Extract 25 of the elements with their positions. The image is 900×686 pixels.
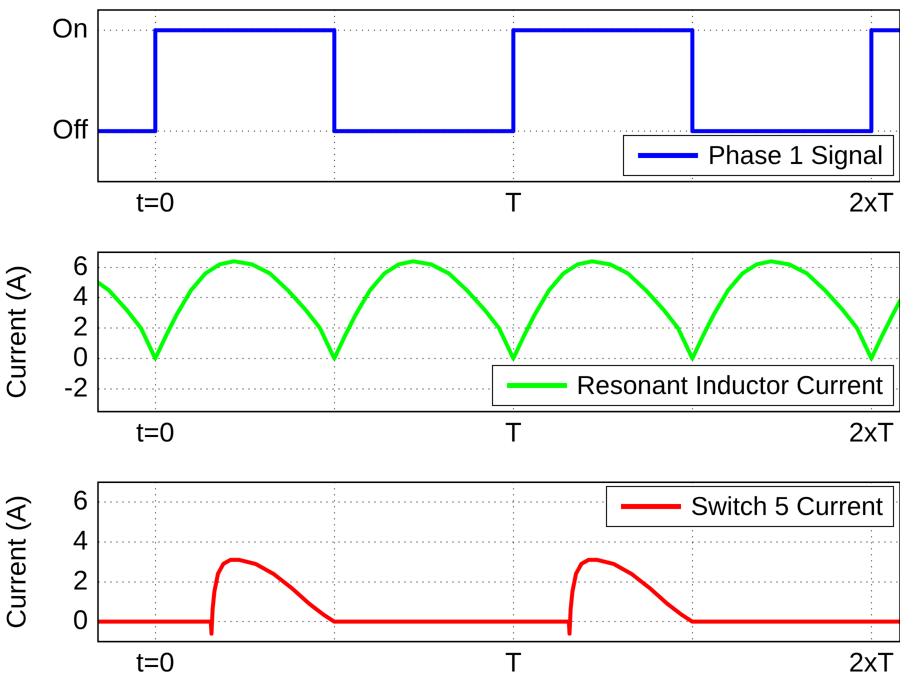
y-tick-label: 6 (72, 486, 88, 516)
text: On (52, 14, 88, 44)
x-tick-label: 2xT (848, 187, 894, 218)
y-tick-label: 0 (72, 342, 88, 372)
x-tick-label: t=0 (136, 647, 174, 678)
y-tick-label: 6 (72, 250, 88, 281)
y-tick-label: 4 (72, 525, 88, 556)
x-tick-label: T (505, 417, 522, 448)
x-tick-label: t=0 (136, 187, 174, 218)
y-axis-title: Current (A) (2, 265, 32, 399)
legend-label: Resonant Inductor Current (576, 370, 883, 401)
legend-label: Switch 5 Current (690, 491, 883, 522)
y-tick-label: 2 (72, 565, 88, 596)
text: Off (52, 114, 88, 145)
y-tick-label: 4 (72, 281, 88, 312)
x-tick-label: t=0 (136, 417, 174, 448)
legend-label: Phase 1 Signal (708, 140, 883, 171)
y-tick-label: 2 (72, 312, 88, 342)
y-axis-title: Current (A) (2, 495, 32, 629)
y-tick-label: -2 (64, 372, 88, 402)
x-tick-label: T (505, 187, 522, 218)
x-tick-label: 2xT (848, 417, 894, 448)
y-tick-label: 0 (72, 605, 88, 636)
x-tick-label: T (505, 647, 522, 678)
x-tick-label: 2xT (848, 647, 894, 678)
